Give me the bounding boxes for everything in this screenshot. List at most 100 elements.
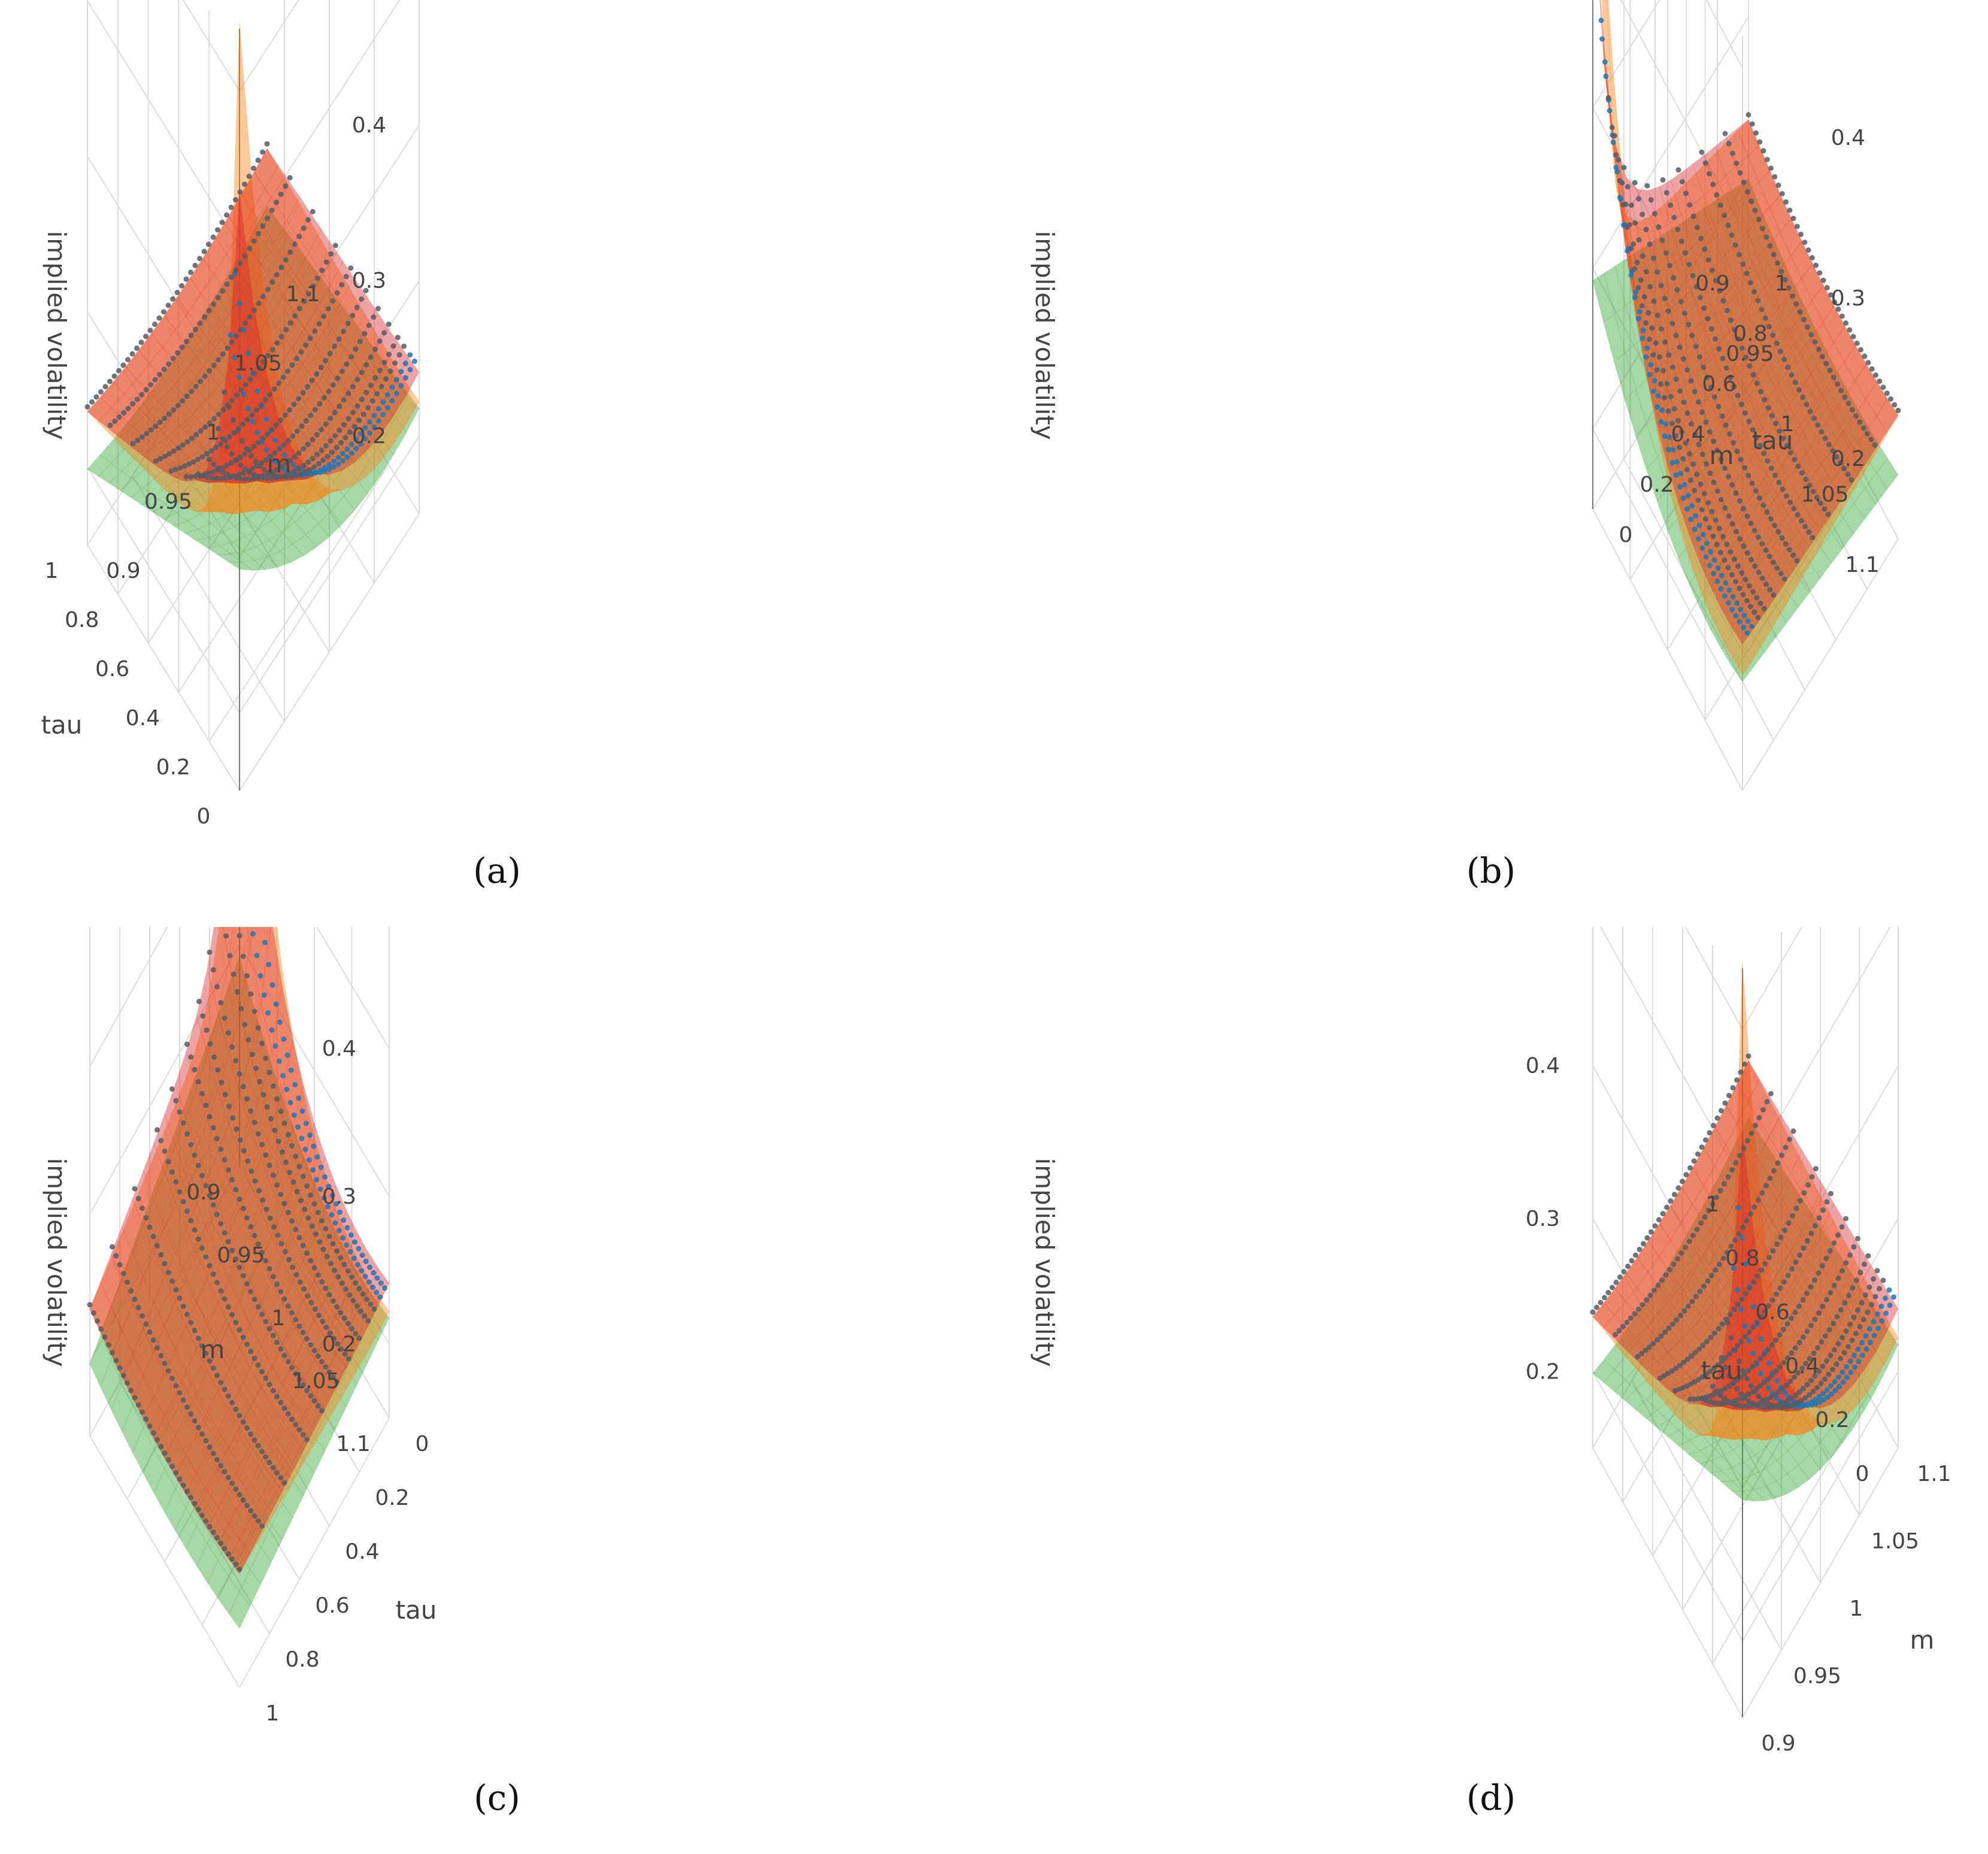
surface-patch: [1645, 1410, 1669, 1428]
data-point: [1825, 511, 1831, 517]
panel-label-b: (b): [1466, 850, 1516, 891]
surface-patch: [325, 1374, 347, 1408]
data-point: [1668, 393, 1674, 399]
data-point: [1845, 401, 1851, 407]
data-point: [284, 1052, 290, 1058]
data-point: [192, 1328, 198, 1334]
data-point: [220, 351, 226, 357]
data-point: [1711, 1365, 1717, 1371]
data-point: [1832, 1388, 1838, 1393]
data-point: [331, 1335, 337, 1341]
data-point: [1699, 545, 1705, 551]
surface-patch: [1744, 1407, 1767, 1434]
surface-patch: [207, 1393, 229, 1440]
data-point: [1719, 572, 1725, 578]
surface-patch: [1799, 1328, 1823, 1364]
data-point: [237, 1196, 243, 1202]
surface-patch: [1754, 555, 1777, 590]
surface-red: [87, 148, 420, 484]
surface-patch: [132, 1225, 154, 1279]
surface-patch: [297, 263, 322, 303]
surface-patch: [196, 1177, 219, 1232]
surface-patch: [1714, 1186, 1737, 1227]
surface-patch: [1798, 562, 1821, 594]
data-point: [1790, 1128, 1796, 1134]
data-point: [407, 366, 413, 372]
data-point: [1810, 489, 1816, 495]
data-point: [1779, 191, 1785, 196]
data-point: [1765, 1376, 1771, 1382]
data-point: [1801, 1190, 1807, 1196]
data-point: [1590, 1309, 1596, 1315]
surface-patch: [1832, 1376, 1854, 1412]
surface-patch: [271, 1465, 293, 1504]
data-point: [1814, 495, 1820, 501]
data-point: [1821, 1397, 1826, 1402]
surface-patch: [99, 381, 125, 410]
data-point: [298, 471, 304, 477]
data-point: [1789, 1315, 1794, 1321]
surface-patch: [1822, 305, 1845, 345]
data-point: [1830, 448, 1836, 454]
surface-patch: [232, 536, 257, 552]
data-point: [233, 1058, 239, 1064]
surface-patch: [219, 490, 244, 514]
data-point: [154, 1243, 160, 1249]
surface-patch: [1780, 1182, 1802, 1222]
data-point: [237, 1137, 243, 1143]
surface-patch: [1777, 416, 1801, 457]
data-point: [323, 443, 329, 449]
surface-patch: [1725, 295, 1747, 335]
data-point: [1614, 169, 1620, 175]
data-point: [374, 1275, 380, 1281]
surface-patch: [217, 1049, 240, 1113]
data-point: [332, 410, 338, 416]
surface-patch: [1745, 335, 1768, 376]
surface-patch: [1747, 274, 1769, 313]
data-point: [1813, 1166, 1819, 1172]
surface-patch: [1722, 1429, 1745, 1451]
data-point: [207, 1192, 213, 1198]
data-point: [318, 1164, 324, 1170]
surface-patch: [228, 193, 253, 234]
surface-patch: [260, 1281, 283, 1326]
data-point: [366, 323, 372, 328]
surface-patch: [110, 395, 135, 422]
data-point: [202, 424, 208, 430]
surface-patch: [1700, 1399, 1723, 1422]
surface-patch: [1702, 1243, 1725, 1281]
surface-patch: [330, 480, 356, 493]
data-point: [323, 1226, 329, 1232]
surface-patch: [271, 1158, 293, 1214]
data-point: [271, 386, 277, 392]
data-point: [288, 1067, 294, 1073]
chart-b: 0.20.30.40.50.600.20.40.60.810.90.9511.0…: [1030, 0, 1901, 791]
surface-patch: [1778, 376, 1801, 418]
surface-patch: [1768, 233, 1792, 274]
surface-patch: [1809, 498, 1832, 532]
surface-patch: [196, 1279, 219, 1327]
surface-patch: [260, 1366, 283, 1410]
data-point: [307, 467, 313, 472]
data-point: [1613, 1332, 1618, 1337]
surface-patch: [1712, 378, 1735, 420]
tau-tick-label: 0.6: [1702, 372, 1736, 396]
data-point: [1628, 1315, 1634, 1321]
surface-patch: [164, 1161, 187, 1216]
data-point: [235, 426, 241, 432]
data-point: [254, 953, 260, 959]
data-point: [132, 1296, 138, 1302]
data-point: [1738, 1338, 1744, 1344]
data-point: [1771, 252, 1777, 258]
data-point: [233, 267, 239, 273]
surface-patch: [1722, 526, 1745, 565]
data-point: [1766, 1361, 1772, 1367]
data-point: [1862, 1261, 1867, 1267]
data-point: [1801, 1386, 1806, 1392]
data-point: [1610, 140, 1616, 146]
data-point: [339, 282, 345, 288]
data-point: [292, 1082, 298, 1087]
data-point: [1722, 131, 1728, 137]
surface-patch: [239, 1183, 262, 1236]
data-point: [1651, 388, 1656, 394]
